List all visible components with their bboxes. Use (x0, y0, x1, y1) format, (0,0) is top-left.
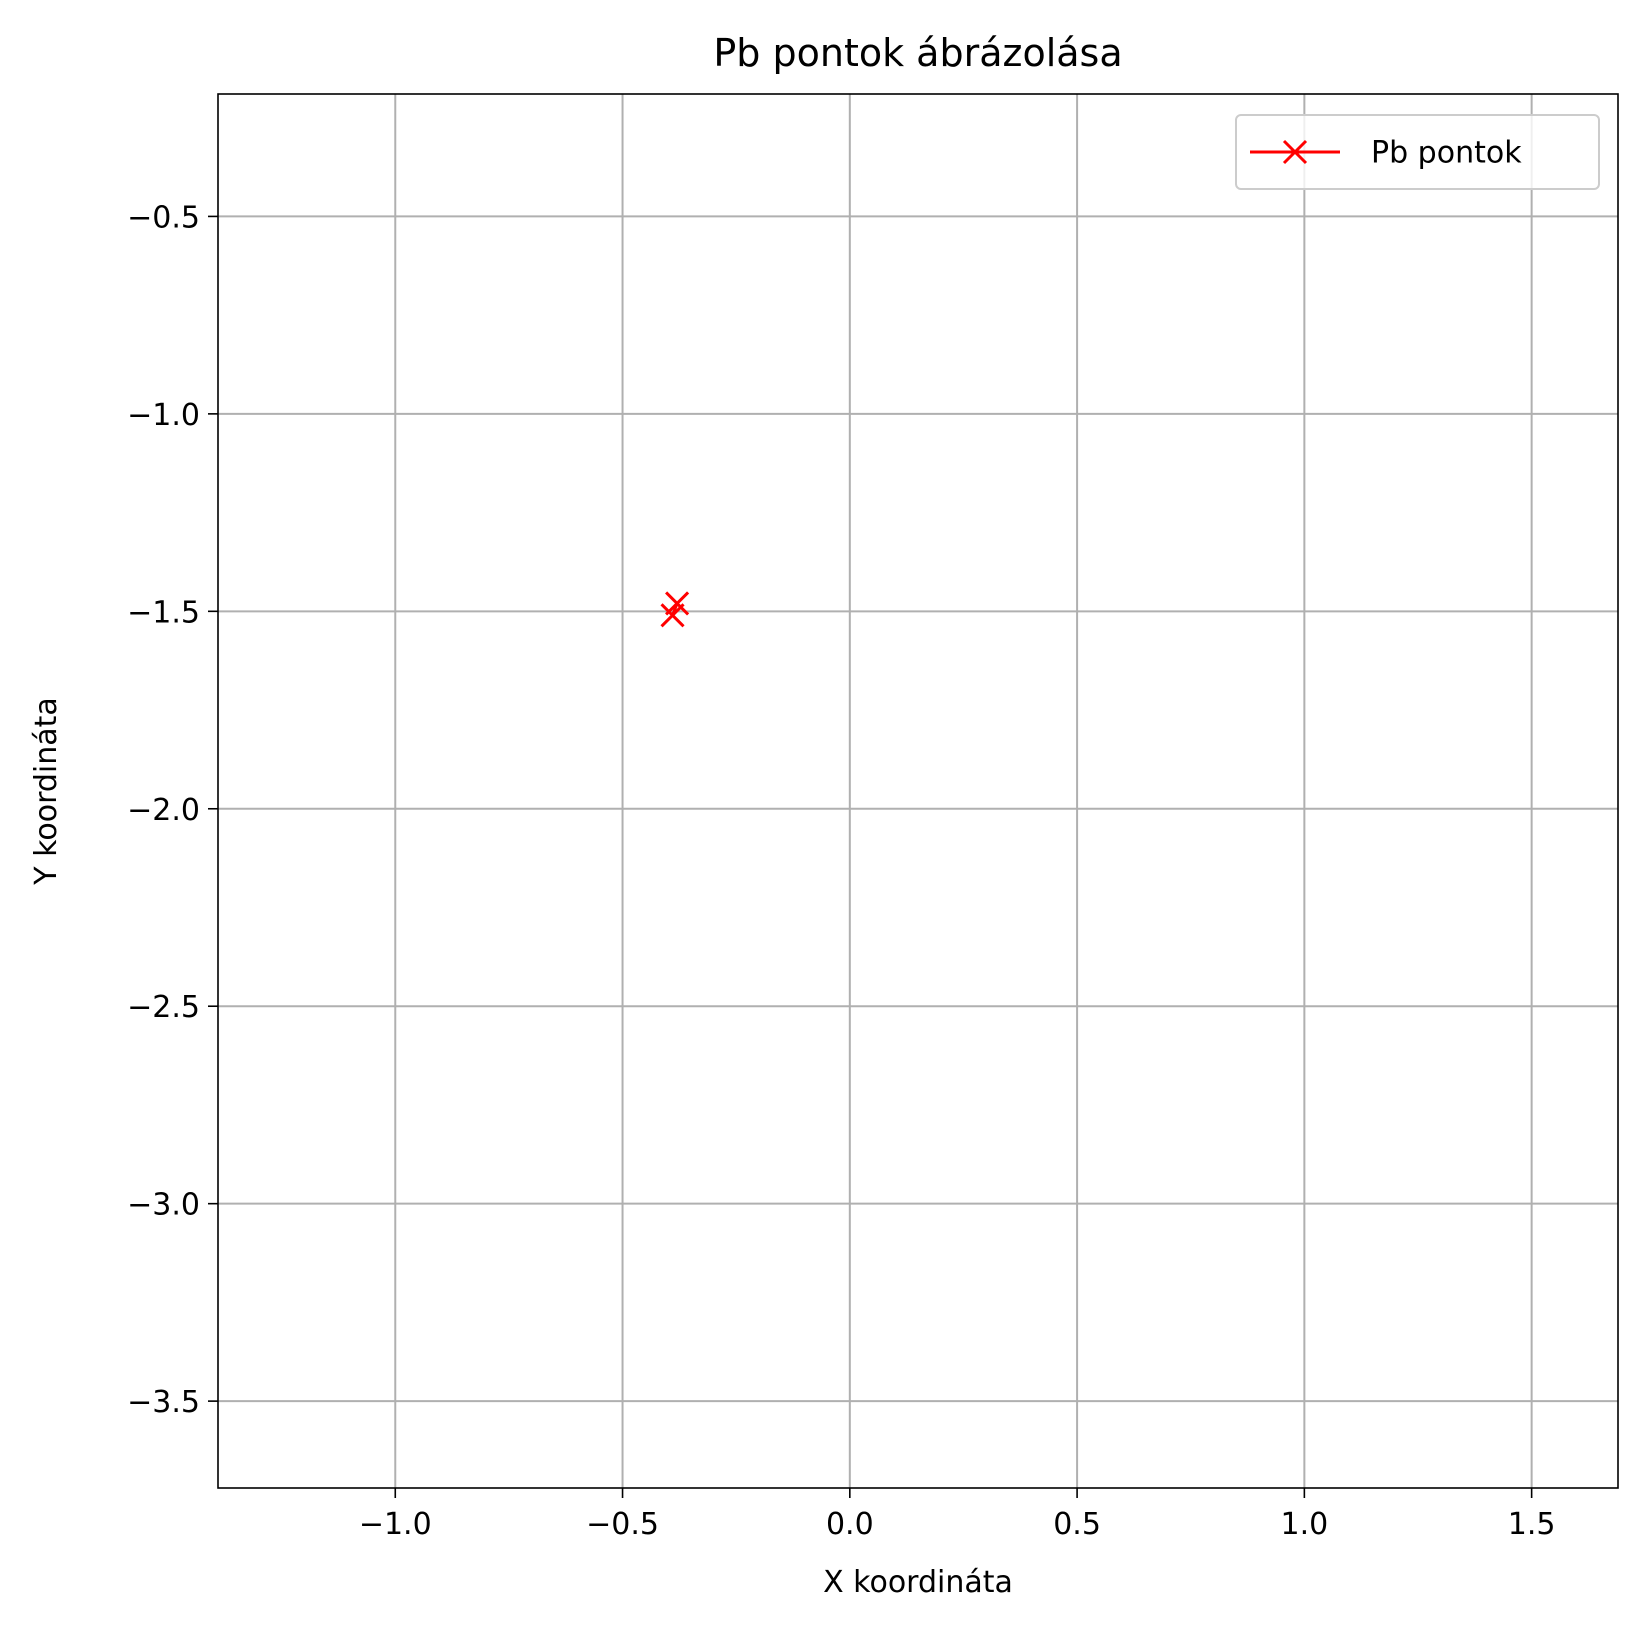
y-tick-label: −3.0 (127, 1188, 200, 1223)
y-tick-label: −2.5 (127, 990, 200, 1025)
x-tick-label: −0.5 (586, 1507, 659, 1542)
x-axis-label: X koordináta (823, 1565, 1013, 1600)
legend-label: Pb pontok (1371, 136, 1522, 171)
axis-ticks: −1.0 −0.5 0.0 0.5 1.0 1.5 −0.5 −1.0 −1.5 −2.0 −2.5… (127, 200, 1555, 1542)
legend-x-marker-icon (1282, 139, 1308, 165)
x-tick-label: 0.0 (826, 1507, 874, 1542)
y-tick-label: −1.5 (127, 595, 200, 630)
legend: Pb pontok (1235, 114, 1600, 190)
y-tick-label: −0.5 (127, 200, 200, 235)
legend-box (1235, 114, 1600, 190)
data-point-x-marker (660, 603, 685, 628)
chart-title: Pb pontok ábrázolása (713, 31, 1122, 75)
y-tick-label: −1.0 (127, 398, 200, 433)
y-tick-label: −3.5 (127, 1385, 200, 1420)
x-tick-label: 1.5 (1508, 1507, 1556, 1542)
x-tick-label: −1.0 (359, 1507, 432, 1542)
y-tick-label: −2.0 (127, 793, 200, 828)
y-axis-label: Y koordináta (29, 697, 64, 886)
plot-area-frame (217, 93, 1619, 1489)
x-tick-label: 0.5 (1053, 1507, 1101, 1542)
series-layer (660, 591, 690, 628)
x-tick-label: 1.0 (1281, 1507, 1329, 1542)
grid (218, 94, 1618, 1488)
